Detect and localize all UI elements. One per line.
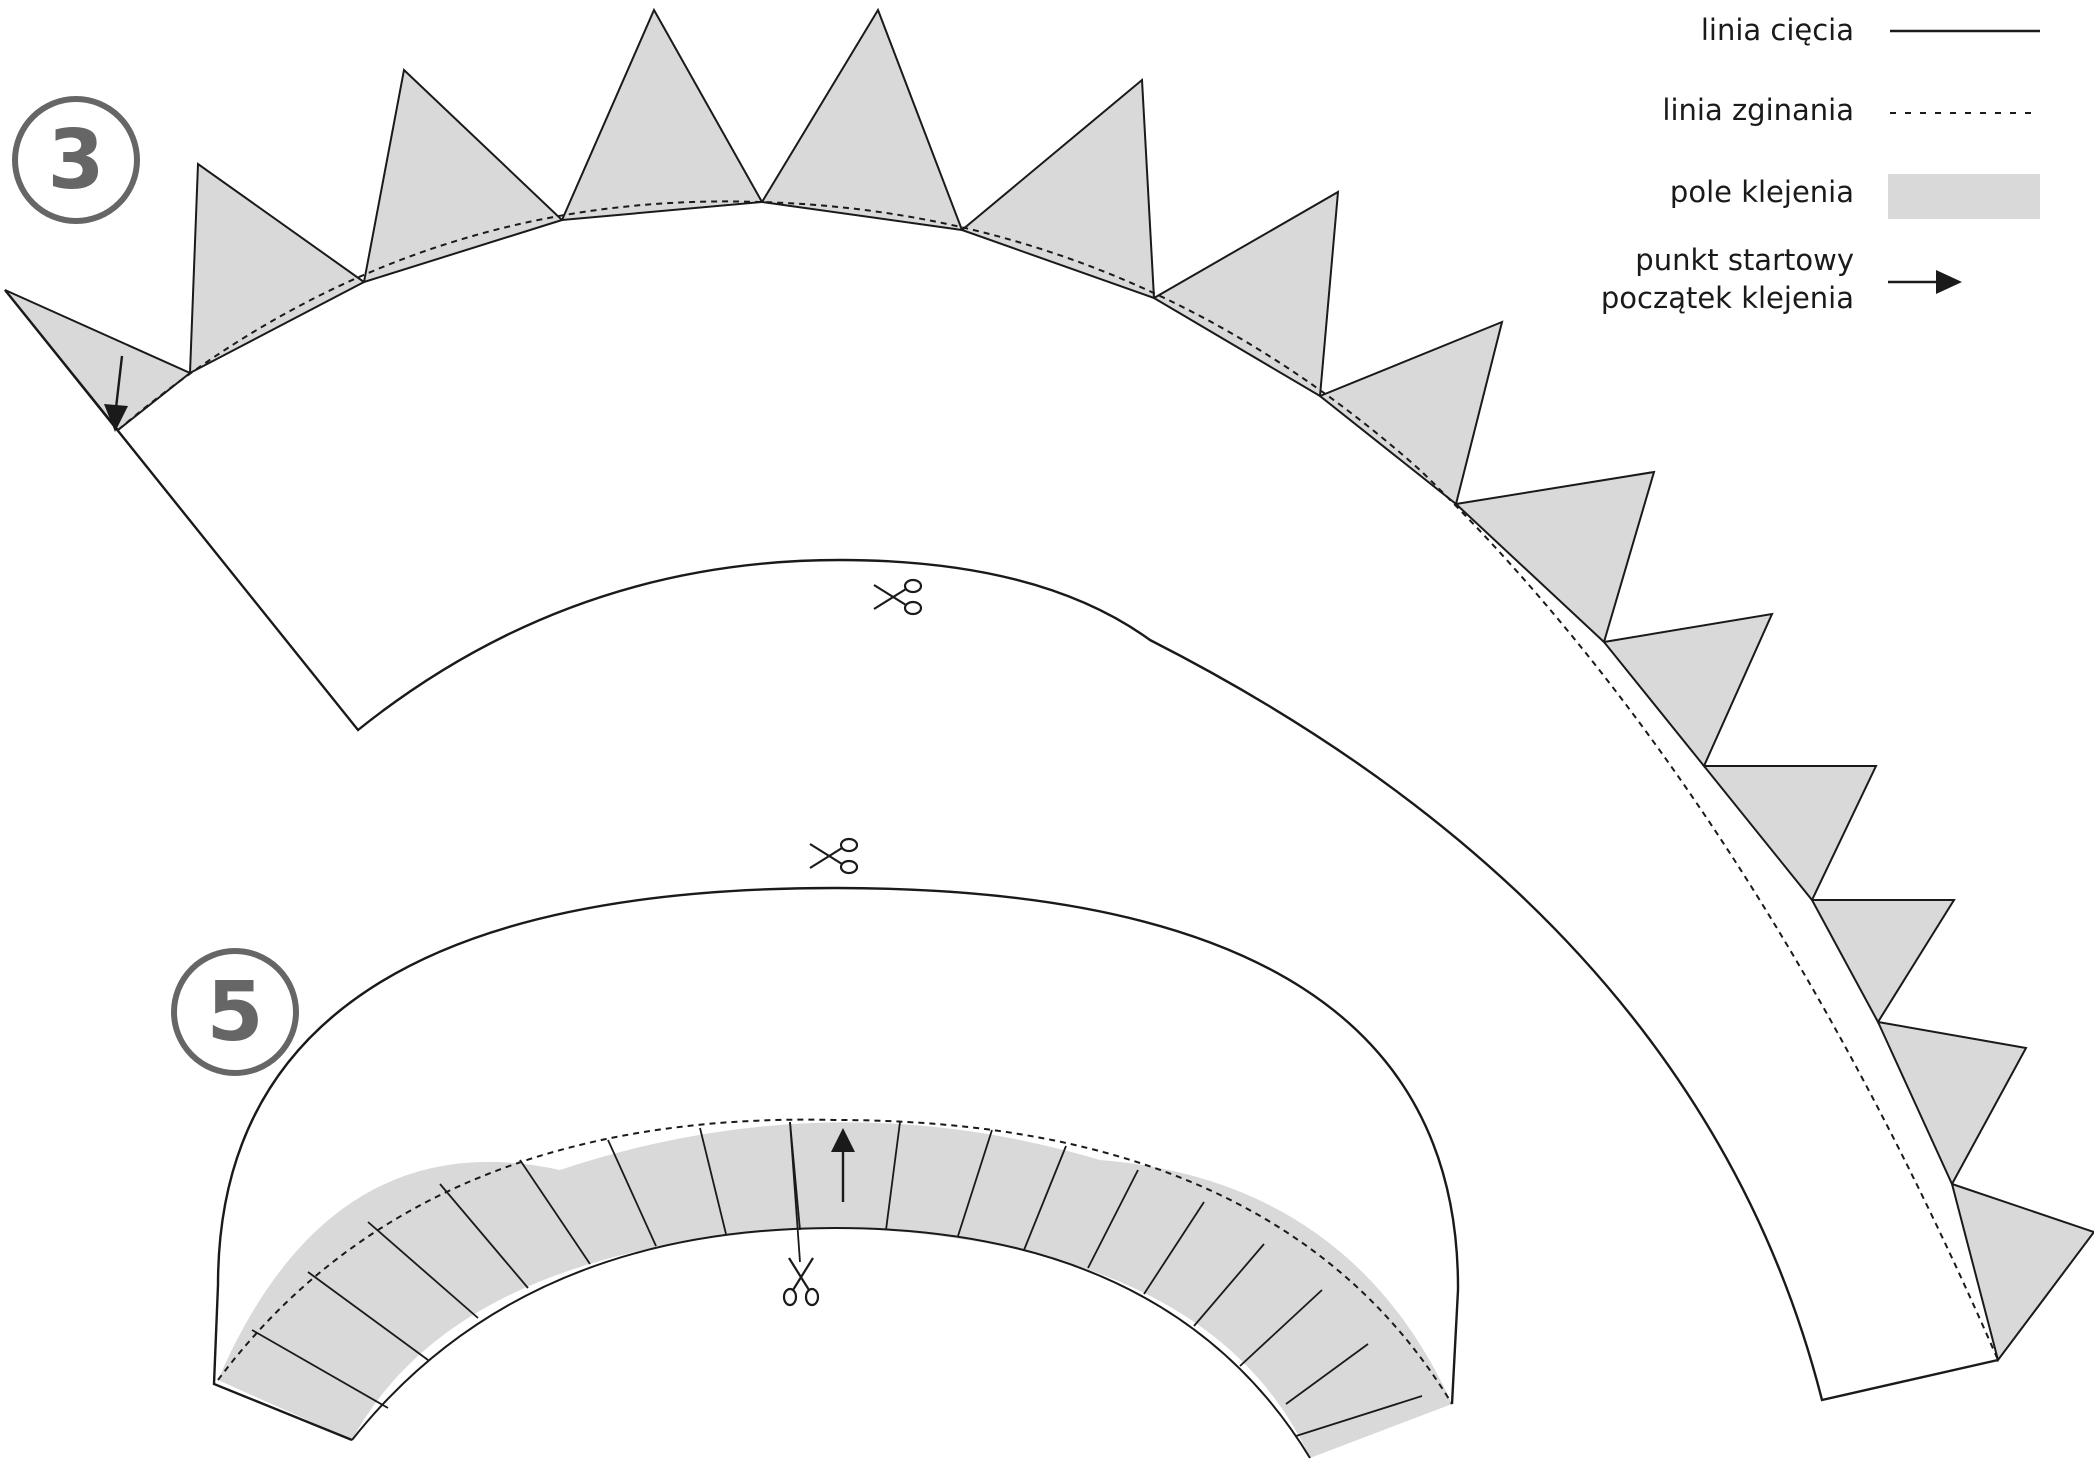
legend [1888,29,2040,294]
piece-3-fold-line [117,200,1999,1361]
start-arrow-icon [831,1128,855,1202]
glue-tab [1602,612,1774,768]
legend-start-arrow-icon [1888,270,1962,294]
glue-tab [760,7,964,232]
piece-5-glue-dividers [251,1121,1423,1437]
glue-tab [1453,470,1656,644]
badge-number: 3 [47,113,104,208]
legend-glue-area-swatch [1888,174,2040,219]
piece-5-fold-line [217,1118,1453,1405]
piece-5-inner-edge [351,1226,1311,1459]
glue-tab [188,162,366,375]
scissors-icon [872,578,923,616]
piece-3-cut-outline [4,289,1999,1402]
glue-tab [1318,320,1504,506]
glue-tab [4,289,192,432]
piece-number-badge-5: 5 [171,948,299,1076]
piece-3 [4,7,2094,1402]
glue-tab [1701,765,1878,902]
legend-fold-line-label: linia zginania [1662,93,1854,127]
legend-cut-line-label: linia cięcia [1700,13,1854,47]
glue-tab [560,7,764,222]
piece-5-glue-band [218,1122,1452,1458]
scissors-icon [808,837,859,875]
piece-3-glue-tabs [4,7,2094,1363]
legend-start-point-label-2: początek klejenia [1600,281,1854,315]
piece-5 [212,837,1460,1459]
badge-number: 5 [206,965,263,1060]
legend-start-point-label-1: punkt startowy [1635,243,1854,277]
glue-tab [1876,1020,2028,1187]
glue-tab [362,68,564,284]
glue-tab [1810,899,1956,1024]
legend-glue-area-label: pole klejenia [1669,175,1854,209]
start-arrow-icon [104,355,128,432]
glue-tab [1950,1182,2094,1363]
glue-tab [1152,190,1340,398]
glue-tab [960,77,1156,300]
piece-number-badge-3: 3 [12,96,140,224]
scissors-icon [782,1256,820,1307]
piece-5-cut-slit [789,1121,801,1263]
piece-5-cut-outline [212,886,1460,1442]
